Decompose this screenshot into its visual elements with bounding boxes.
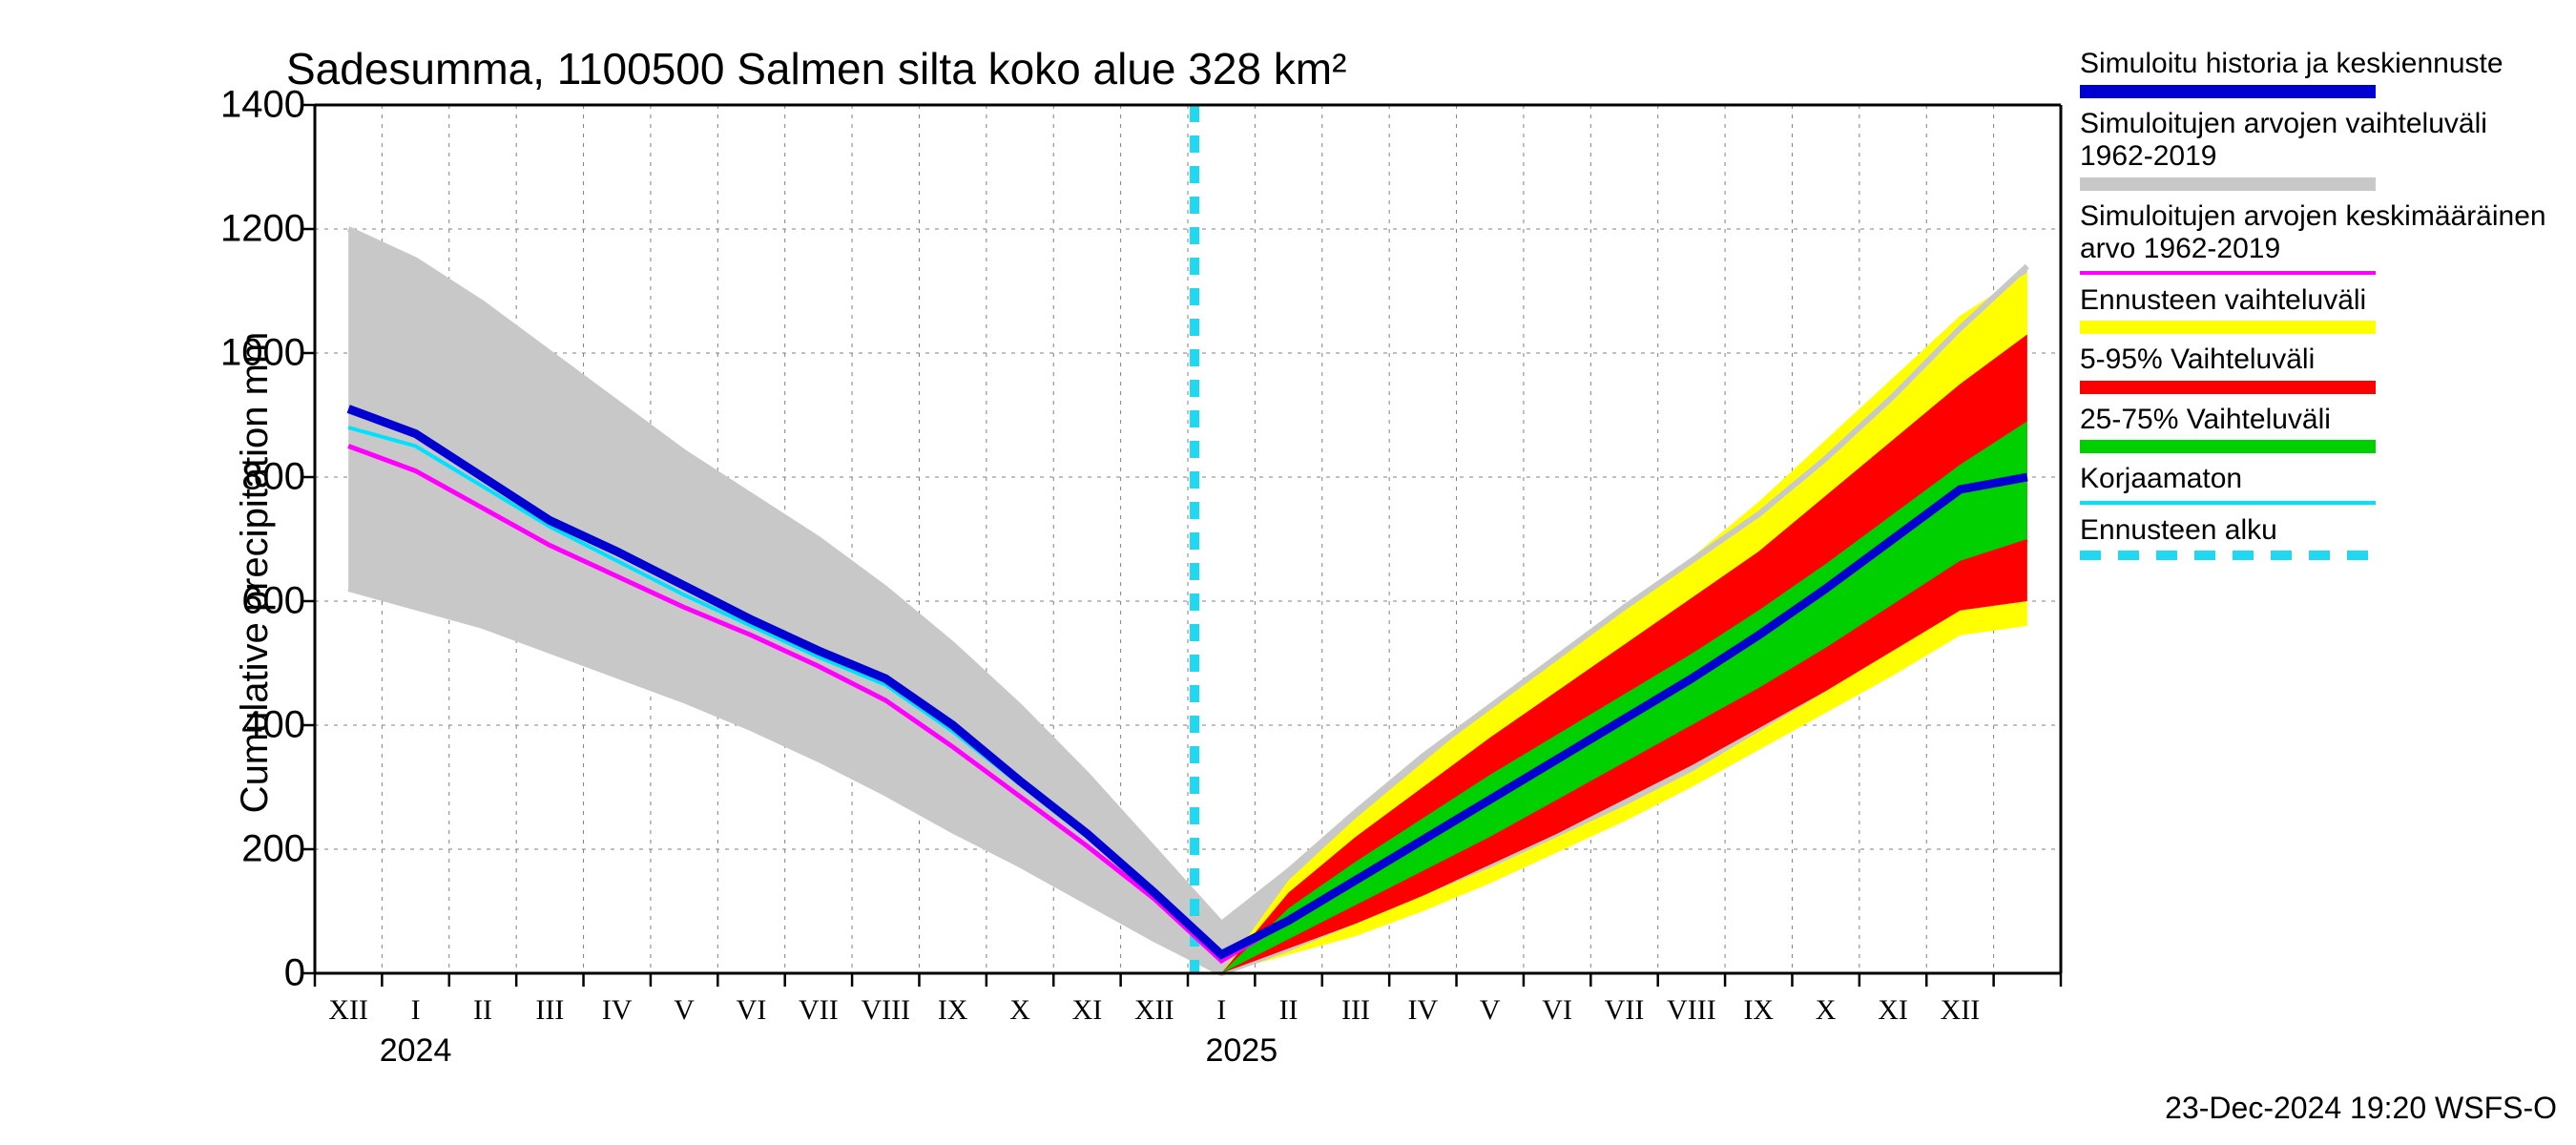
x-tick-month: I: [411, 994, 421, 1027]
x-tick-month: IV: [1408, 994, 1439, 1027]
legend-label: Simuloitu historia ja keskiennuste: [2080, 48, 2557, 81]
x-tick-month: VIII: [861, 994, 910, 1027]
x-tick-month: VI: [1542, 994, 1572, 1027]
legend-item: Korjaamaton: [2080, 463, 2557, 505]
legend-item: Ennusteen alku: [2080, 514, 2557, 561]
legend-swatch: [2080, 271, 2376, 275]
x-tick-month: V: [1480, 994, 1501, 1027]
x-tick-month: I: [1216, 994, 1226, 1027]
x-tick-month: IX: [938, 994, 968, 1027]
x-tick-month: XI: [1072, 994, 1103, 1027]
legend-swatch: [2080, 440, 2376, 453]
x-tick-month: II: [473, 994, 492, 1027]
y-tick-label: 1200: [114, 208, 305, 251]
x-tick-month: VII: [1605, 994, 1645, 1027]
x-tick-month: XII: [1134, 994, 1174, 1027]
legend-label: Ennusteen vaihteluväli: [2080, 284, 2557, 318]
x-tick-month: XII: [1941, 994, 1981, 1027]
legend-item: Simuloitujen arvojen keskimääräinen arvo…: [2080, 200, 2557, 275]
y-tick-label: 800: [114, 456, 305, 499]
legend-item: 25-75% Vaihteluväli: [2080, 404, 2557, 454]
x-tick-month: VI: [737, 994, 767, 1027]
legend-swatch: [2080, 321, 2376, 334]
x-tick-month: X: [1816, 994, 1837, 1027]
y-tick-label: 400: [114, 704, 305, 747]
legend: Simuloitu historia ja keskiennuste Simulo…: [2080, 48, 2557, 570]
legend-item: Ennusteen vaihteluväli: [2080, 284, 2557, 335]
legend-label: Simuloitujen arvojen keskimääräinen arvo…: [2080, 200, 2557, 266]
x-tick-month: III: [535, 994, 564, 1027]
x-tick-month: IX: [1743, 994, 1774, 1027]
legend-label: 5-95% Vaihteluväli: [2080, 344, 2557, 377]
legend-swatch: [2080, 85, 2376, 98]
x-tick-month: XII: [328, 994, 368, 1027]
legend-item: Simuloitujen arvojen vaihteluväli 1962-2…: [2080, 108, 2557, 191]
x-tick-month: XI: [1878, 994, 1908, 1027]
x-tick-month: II: [1279, 994, 1298, 1027]
legend-label: 25-75% Vaihteluväli: [2080, 404, 2557, 437]
legend-swatch: [2080, 551, 2376, 560]
x-tick-month: V: [674, 994, 695, 1027]
x-tick-month: VII: [799, 994, 839, 1027]
x-tick-month: III: [1341, 994, 1370, 1027]
legend-item: Simuloitu historia ja keskiennuste: [2080, 48, 2557, 98]
x-tick-year: 2025: [1205, 1032, 1278, 1070]
legend-swatch: [2080, 501, 2376, 505]
x-tick-month: VIII: [1667, 994, 1716, 1027]
legend-label: Simuloitujen arvojen vaihteluväli 1962-2…: [2080, 108, 2557, 174]
legend-item: 5-95% Vaihteluväli: [2080, 344, 2557, 394]
x-tick-month: IV: [602, 994, 633, 1027]
y-tick-label: 0: [114, 952, 305, 995]
x-tick-year: 2024: [380, 1032, 452, 1070]
x-tick-month: X: [1009, 994, 1030, 1027]
y-tick-label: 1400: [114, 84, 305, 127]
y-tick-label: 200: [114, 828, 305, 871]
legend-swatch: [2080, 177, 2376, 191]
y-tick-label: 600: [114, 580, 305, 623]
legend-label: Ennusteen alku: [2080, 514, 2557, 548]
y-tick-label: 1000: [114, 332, 305, 375]
legend-label: Korjaamaton: [2080, 463, 2557, 496]
legend-swatch: [2080, 381, 2376, 394]
